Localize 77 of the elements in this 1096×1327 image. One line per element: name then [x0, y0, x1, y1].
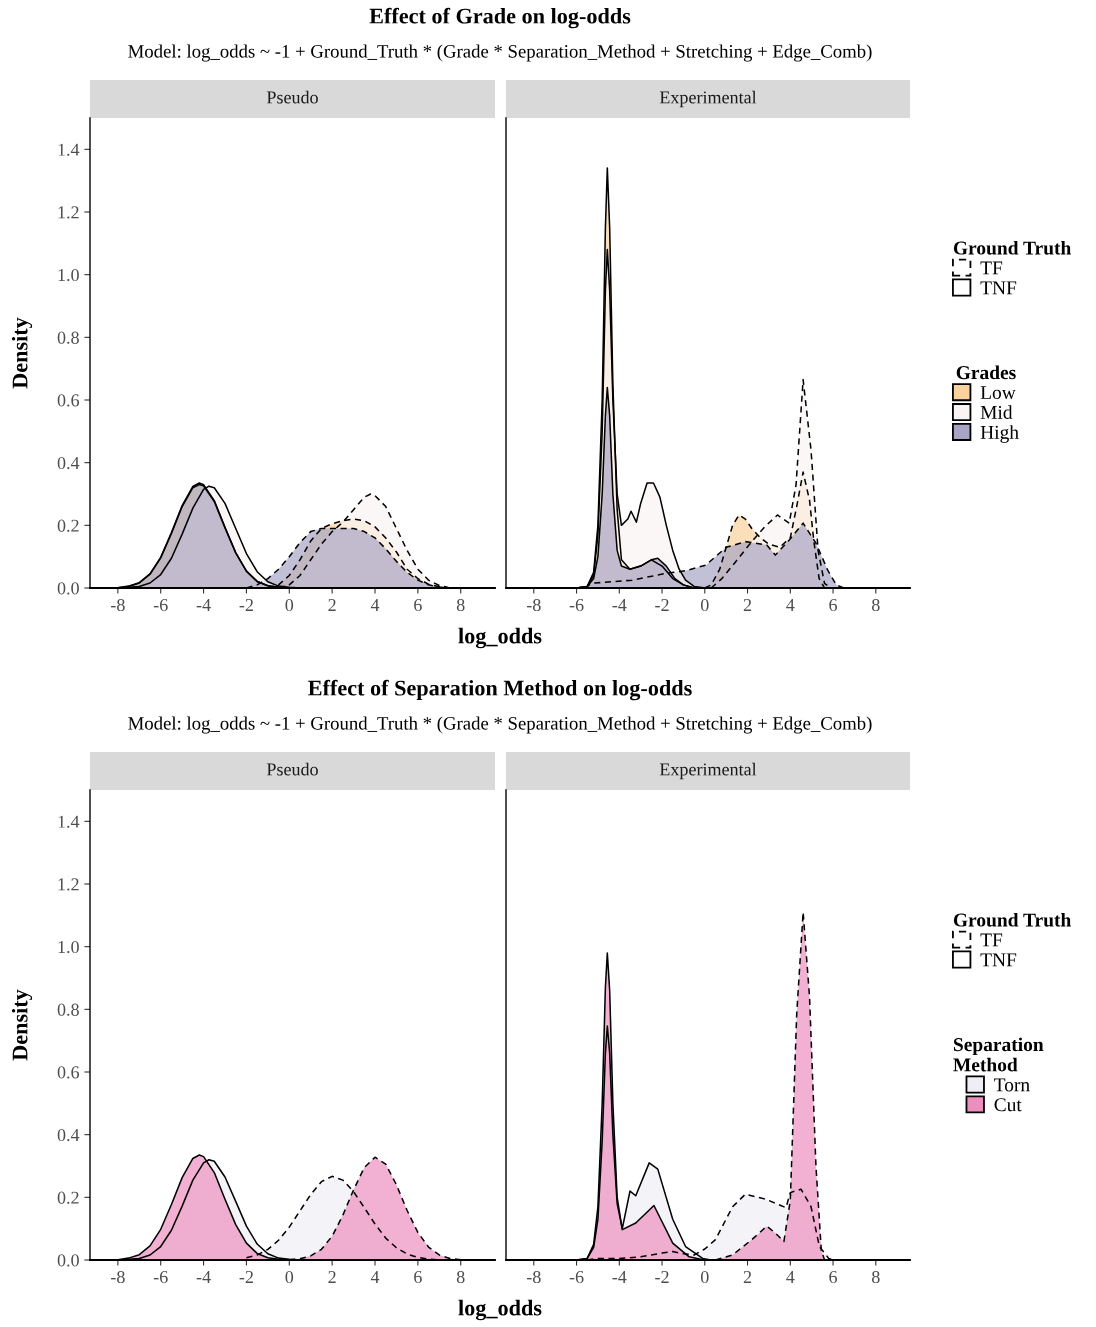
x-axis-title: log_odds: [458, 1299, 542, 1321]
y-tick-label: 0.2: [57, 1191, 79, 1204]
text: Effect of Grade on log-odds: [369, 7, 631, 29]
x-tick-label: 0: [700, 598, 709, 612]
x-tick-label: -6: [569, 598, 584, 612]
x-tick-label: -4: [612, 1271, 627, 1283]
y-tick-label: 1.0: [58, 940, 79, 954]
x-tick-label: 8: [871, 598, 880, 612]
y-tick-label: 0.4: [57, 456, 80, 470]
x-tick-label: 6: [414, 598, 422, 612]
x-tick-label: 6: [829, 598, 838, 612]
x-tick-label: 4: [786, 1271, 795, 1283]
y-tick-label: 1.2: [58, 206, 79, 219]
text: TNF: [980, 953, 1017, 967]
x-tick-label: 4: [786, 599, 795, 611]
x-tick-label: 0: [285, 1270, 294, 1284]
y-tick-label: 1.4: [58, 143, 80, 156]
x-tick-label: -8: [526, 1270, 541, 1284]
y-tick-label: 0.8: [57, 1003, 79, 1016]
x-tick-label: 8: [456, 1270, 465, 1284]
y-tick-label: 0.0: [57, 582, 79, 595]
x-tick-label: -4: [196, 599, 211, 611]
y-axis-title: Density: [11, 317, 33, 389]
x-tick-label: -4: [196, 1271, 211, 1283]
x-tick-label: 4: [370, 1271, 380, 1283]
x-tick-label: -4: [612, 599, 627, 611]
x-tick-label: 8: [456, 598, 465, 612]
x-tick-label: 6: [829, 1270, 838, 1284]
y-tick-label: 1.0: [58, 268, 79, 282]
y-tick-label: 0.6: [57, 394, 80, 407]
legend-label: Mid: [980, 405, 1013, 419]
y-tick-label: 0.6: [57, 1066, 80, 1079]
x-tick-label: -8: [111, 1270, 125, 1284]
y-axis-title: Density: [11, 989, 33, 1061]
legend-label: Cut: [994, 1098, 1022, 1112]
x-tick-label: -6: [153, 1270, 168, 1284]
text: TF: [980, 933, 1003, 947]
x-tick-label: -2: [655, 598, 669, 611]
text: Model: log_odds ~ -1 + Ground_Truth * (Grade * Separation_Method + Stretching + Edge_Comb): [128, 44, 872, 62]
x-tick-label: 2: [328, 1270, 336, 1283]
y-tick-label: 0.4: [57, 1128, 80, 1142]
legend-label: Torn: [994, 1078, 1030, 1092]
x-tick-label: 2: [743, 1270, 752, 1283]
chart-title: Pseudo: [266, 90, 318, 104]
x-tick-label: 0: [285, 598, 294, 612]
text: Model: log_odds ~ -1 + Ground_Truth * (Grade * Separation_Method + Stretching + Edge_Comb): [128, 716, 872, 734]
text: Ground Truth: [953, 912, 1071, 927]
chart-title: Experimental: [659, 90, 757, 108]
x-tick-label: -2: [655, 1270, 669, 1283]
y-tick-label: 0.0: [57, 1254, 79, 1267]
y-tick-label: 0.8: [57, 331, 79, 344]
x-tick-label: 6: [414, 1270, 422, 1284]
text: TF: [980, 261, 1003, 275]
x-tick-label: -8: [111, 598, 125, 612]
x-tick-label: -6: [569, 1270, 584, 1284]
chart-title: Pseudo: [266, 762, 318, 776]
x-tick-label: 2: [743, 598, 752, 611]
y-tick-label: 1.2: [58, 878, 79, 891]
text: TNF: [980, 281, 1017, 295]
text: Ground Truth: [953, 240, 1071, 255]
legend-label: High: [980, 425, 1019, 443]
x-tick-label: 8: [871, 1270, 880, 1284]
text: Effect of Separation Method on log-odds: [308, 679, 692, 701]
x-tick-label: 0: [700, 1270, 709, 1284]
x-tick-label: 2: [328, 598, 336, 611]
y-tick-label: 0.2: [57, 519, 79, 532]
x-tick-label: -6: [153, 598, 168, 612]
legend-title: Grades: [956, 365, 1016, 380]
legend-title: Separation Method: [953, 1037, 1044, 1072]
y-tick-label: 1.4: [58, 815, 80, 828]
x-tick-label: -2: [239, 598, 253, 611]
x-tick-label: -2: [239, 1270, 253, 1283]
chart-title: Experimental: [659, 762, 757, 780]
legend-label: Low: [980, 386, 1016, 400]
x-tick-label: -8: [526, 598, 541, 612]
x-axis-title: log_odds: [458, 627, 542, 649]
x-tick-label: 4: [370, 599, 380, 611]
